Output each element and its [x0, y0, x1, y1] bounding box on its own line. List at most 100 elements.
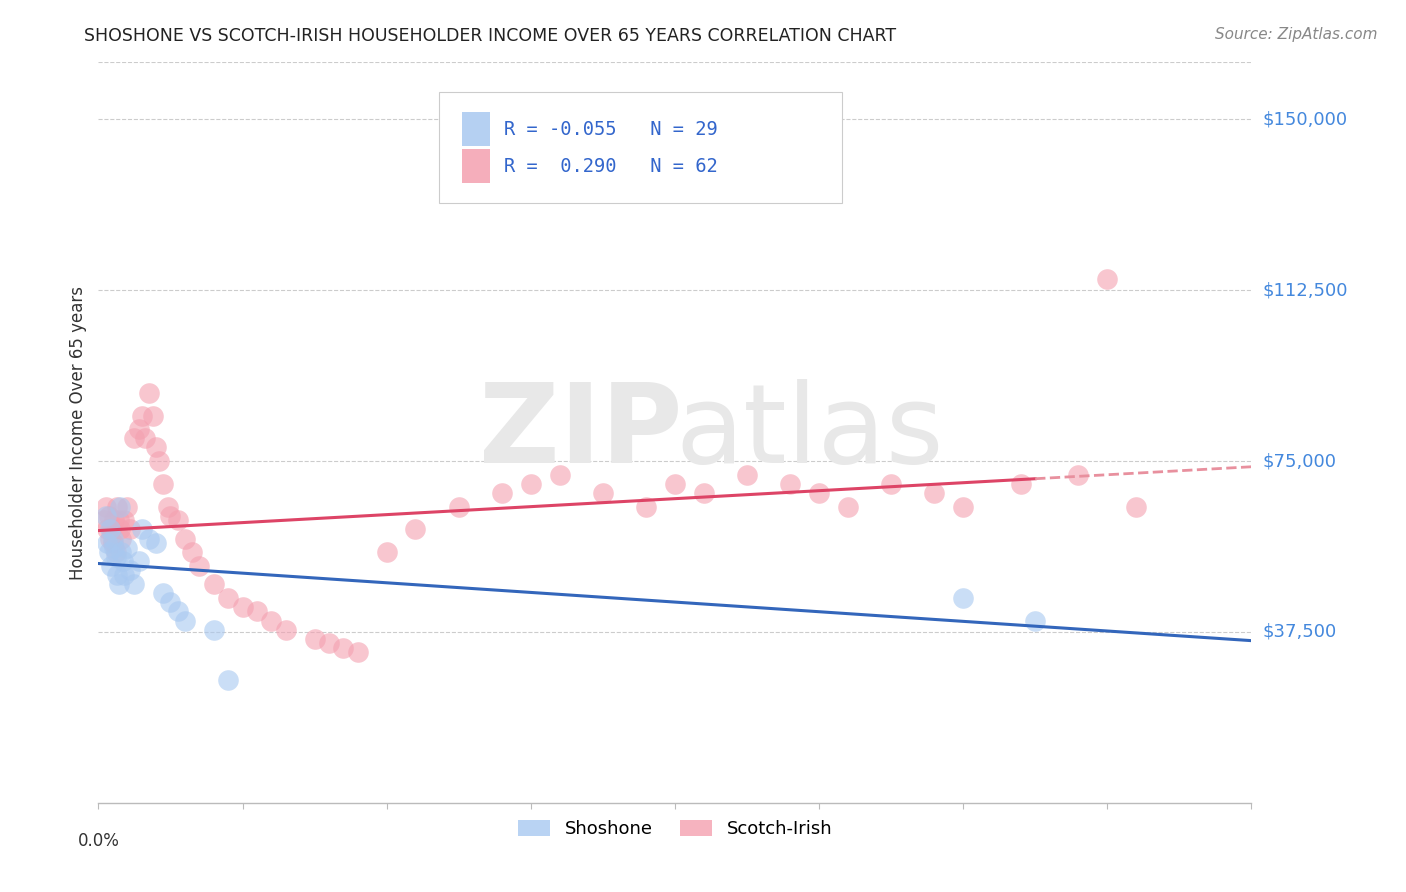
Text: $37,500: $37,500: [1263, 623, 1337, 641]
Point: [97, 545, 120, 559]
Point: [138, 532, 160, 546]
Point: [735, 467, 758, 482]
Point: [159, 595, 181, 609]
Point: [124, 431, 146, 445]
Point: [664, 476, 686, 491]
Point: [124, 577, 146, 591]
Point: [96, 523, 118, 537]
Point: [120, 564, 142, 578]
Text: 0.0%: 0.0%: [77, 832, 120, 850]
Point: [120, 523, 142, 537]
Point: [880, 476, 903, 491]
Point: [112, 568, 135, 582]
Point: [952, 591, 974, 605]
Point: [117, 541, 139, 555]
Point: [202, 577, 225, 591]
Point: [375, 545, 398, 559]
Point: [1067, 467, 1090, 482]
Point: [100, 523, 122, 537]
Text: Source: ZipAtlas.com: Source: ZipAtlas.com: [1215, 27, 1378, 42]
Text: $75,000: $75,000: [1263, 452, 1337, 470]
Point: [145, 536, 167, 550]
Text: atlas: atlas: [675, 379, 943, 486]
Point: [592, 486, 614, 500]
Point: [145, 441, 167, 455]
Point: [152, 586, 174, 600]
Point: [217, 591, 239, 605]
Point: [131, 409, 153, 423]
Point: [231, 599, 254, 614]
Text: $112,500: $112,500: [1263, 281, 1348, 299]
Point: [152, 476, 174, 491]
Point: [166, 513, 188, 527]
Text: ZIP: ZIP: [479, 379, 682, 486]
Point: [156, 500, 179, 514]
Point: [181, 545, 204, 559]
Point: [103, 541, 125, 555]
Point: [97, 508, 120, 523]
Point: [104, 545, 127, 559]
Point: [1010, 476, 1032, 491]
Text: $150,000: $150,000: [1263, 111, 1347, 128]
Point: [304, 632, 326, 646]
Point: [1125, 500, 1147, 514]
FancyBboxPatch shape: [461, 112, 491, 145]
Text: R = -0.055   N = 29: R = -0.055 N = 29: [505, 120, 718, 138]
Point: [924, 486, 946, 500]
Point: [548, 467, 571, 482]
Point: [112, 513, 135, 527]
Point: [142, 409, 165, 423]
Point: [1097, 272, 1119, 286]
Y-axis label: Householder Income Over 65 years: Householder Income Over 65 years: [69, 285, 87, 580]
Point: [98, 532, 121, 546]
Point: [110, 545, 132, 559]
Point: [128, 554, 150, 568]
Point: [104, 549, 127, 564]
Point: [318, 636, 340, 650]
Point: [93, 513, 115, 527]
Point: [952, 500, 974, 514]
Point: [117, 500, 139, 514]
Point: [174, 532, 197, 546]
Point: [108, 500, 131, 514]
Legend: Shoshone, Scotch-Irish: Shoshone, Scotch-Irish: [510, 813, 839, 846]
Point: [101, 532, 124, 546]
Point: [96, 536, 118, 550]
Point: [174, 614, 197, 628]
Point: [108, 523, 131, 537]
FancyBboxPatch shape: [461, 150, 491, 183]
Point: [105, 568, 128, 582]
Point: [103, 513, 125, 527]
Point: [693, 486, 716, 500]
Point: [166, 604, 188, 618]
Point: [202, 623, 225, 637]
Point: [128, 422, 150, 436]
Point: [447, 500, 470, 514]
Point: [274, 623, 297, 637]
Point: [779, 476, 801, 491]
Point: [346, 645, 368, 659]
Point: [636, 500, 658, 514]
Point: [405, 523, 427, 537]
Point: [101, 536, 124, 550]
Point: [110, 532, 132, 546]
Point: [260, 614, 283, 628]
Point: [105, 500, 128, 514]
Point: [1024, 614, 1046, 628]
Point: [98, 523, 121, 537]
Point: [332, 640, 354, 655]
Point: [148, 454, 170, 468]
Point: [491, 486, 513, 500]
Point: [808, 486, 831, 500]
Point: [94, 500, 117, 514]
FancyBboxPatch shape: [439, 92, 842, 203]
Point: [134, 431, 156, 445]
Point: [138, 385, 160, 400]
Point: [520, 476, 543, 491]
Point: [217, 673, 239, 687]
Text: SHOSHONE VS SCOTCH-IRISH HOUSEHOLDER INCOME OVER 65 YEARS CORRELATION CHART: SHOSHONE VS SCOTCH-IRISH HOUSEHOLDER INC…: [84, 27, 897, 45]
Point: [131, 523, 153, 537]
Point: [188, 558, 211, 573]
Text: R =  0.290   N = 62: R = 0.290 N = 62: [505, 157, 718, 176]
Point: [94, 508, 117, 523]
